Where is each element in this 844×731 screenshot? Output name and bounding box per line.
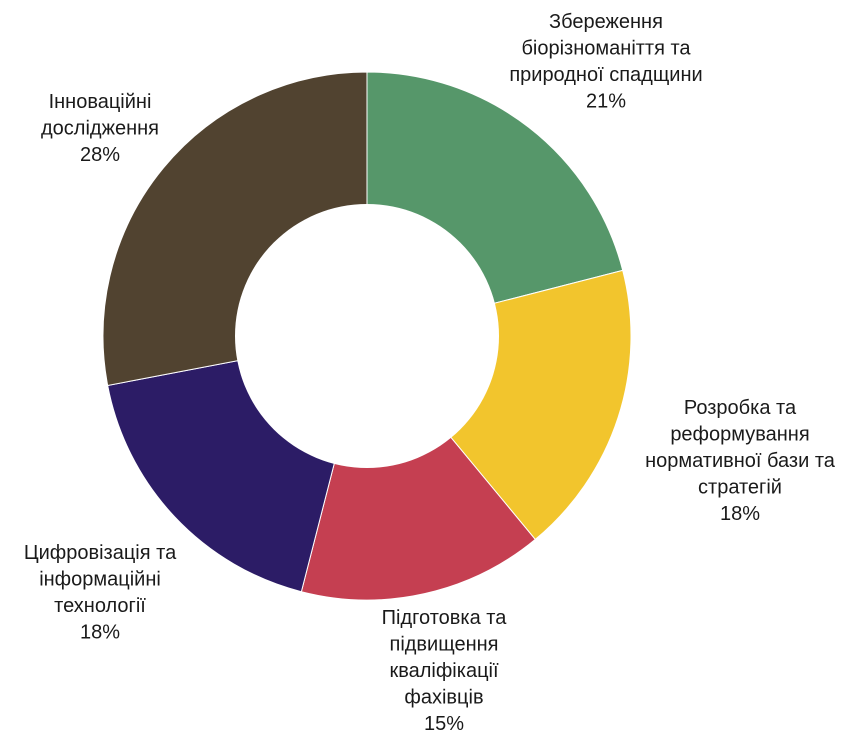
labels-layer: Збереження біорізноманіття та природної сп…: [24, 11, 836, 731]
slice-label-line: технології: [54, 595, 146, 617]
slice-label-line: фахівців: [404, 687, 483, 709]
slice-label-2: Розробка та реформування нормативної бази …: [645, 397, 836, 525]
slice-label-3: Підготовка та підвищення кваліфікації фахів…: [382, 607, 508, 731]
slice-percent-label: 15%: [424, 713, 464, 731]
slice-label-line: підвищення: [389, 634, 498, 656]
slice-label-1: Збереження біорізноманіття та природної сп…: [509, 11, 702, 113]
slice-label-line: Інноваційні: [49, 91, 152, 113]
slice-label-line: біорізноманіття та: [521, 38, 691, 60]
slice-label-5: Інноваційні дослідження 28%: [41, 91, 159, 166]
slice-label-line: Підготовка та: [382, 607, 508, 629]
slice-label-line: реформування: [670, 424, 809, 446]
slice-label-line: Цифровізація та: [24, 542, 177, 564]
slice-label-line: дослідження: [41, 118, 159, 140]
slice-label-line: Розробка та: [684, 397, 797, 419]
donut-hole: [235, 204, 499, 468]
slice-label-line: нормативної бази та: [645, 450, 836, 472]
slice-percent-label: 21%: [586, 91, 626, 113]
slice-label-line: інформаційні: [39, 569, 161, 591]
slice-label-line: кваліфікації: [389, 660, 498, 682]
slice-label-line: природної спадщини: [509, 64, 702, 86]
slice-label-line: стратегій: [698, 477, 782, 499]
slice-percent-label: 28%: [80, 144, 120, 166]
slice-percent-label: 18%: [80, 622, 120, 644]
slice-percent-label: 18%: [720, 503, 760, 525]
slice-label-4: Цифровізація та інформаційні технології 18%: [24, 542, 177, 644]
slice-label-line: Збереження: [549, 11, 663, 33]
